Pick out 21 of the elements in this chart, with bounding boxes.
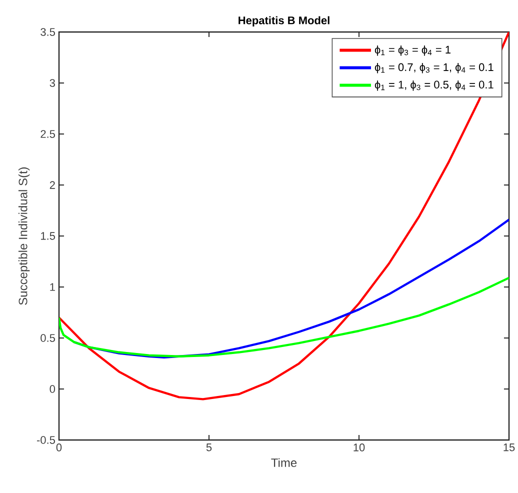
y-tick-label: 3 <box>50 79 55 87</box>
x-tick-label: 5 <box>206 444 212 452</box>
y-tick-label: 0 <box>50 385 56 393</box>
legend-label: ϕ$_{1}$ = 0.7, ϕ$_{3}$ = 1, ϕ$_{4}$ = 0.1 <box>374 62 494 74</box>
x-tick-label: 15 <box>504 444 515 452</box>
y-tick-label: 0.5 <box>40 334 55 342</box>
legend-label: ϕ$_{1}$ = 1, ϕ$_{3}$ = 0.5, ϕ$_{4}$ = 0.1 <box>374 80 494 91</box>
y-tick-label: 2.5 <box>40 130 55 138</box>
x-axis-title: Time <box>271 458 297 467</box>
x-tick-label: 0 <box>56 444 62 452</box>
y-tick-label: 3.5 <box>40 28 55 36</box>
y-tick-label: 1 <box>50 283 55 291</box>
y-tick-label: 2 <box>50 181 55 189</box>
y-tick-label: 1.5 <box>41 232 55 240</box>
chart-title: Hepatitis B Model <box>238 16 330 26</box>
x-tick-label: 10 <box>354 444 365 452</box>
y-axis-title: Succeptible Individual S(t) <box>18 167 30 305</box>
legend-label: ϕ$_{1}$ = ϕ$_{3}$ = ϕ$_{4}$ = 1 <box>374 46 451 56</box>
line-series <box>59 32 510 400</box>
line-series <box>59 276 510 358</box>
y-tick-label: -0.5 <box>37 436 55 444</box>
